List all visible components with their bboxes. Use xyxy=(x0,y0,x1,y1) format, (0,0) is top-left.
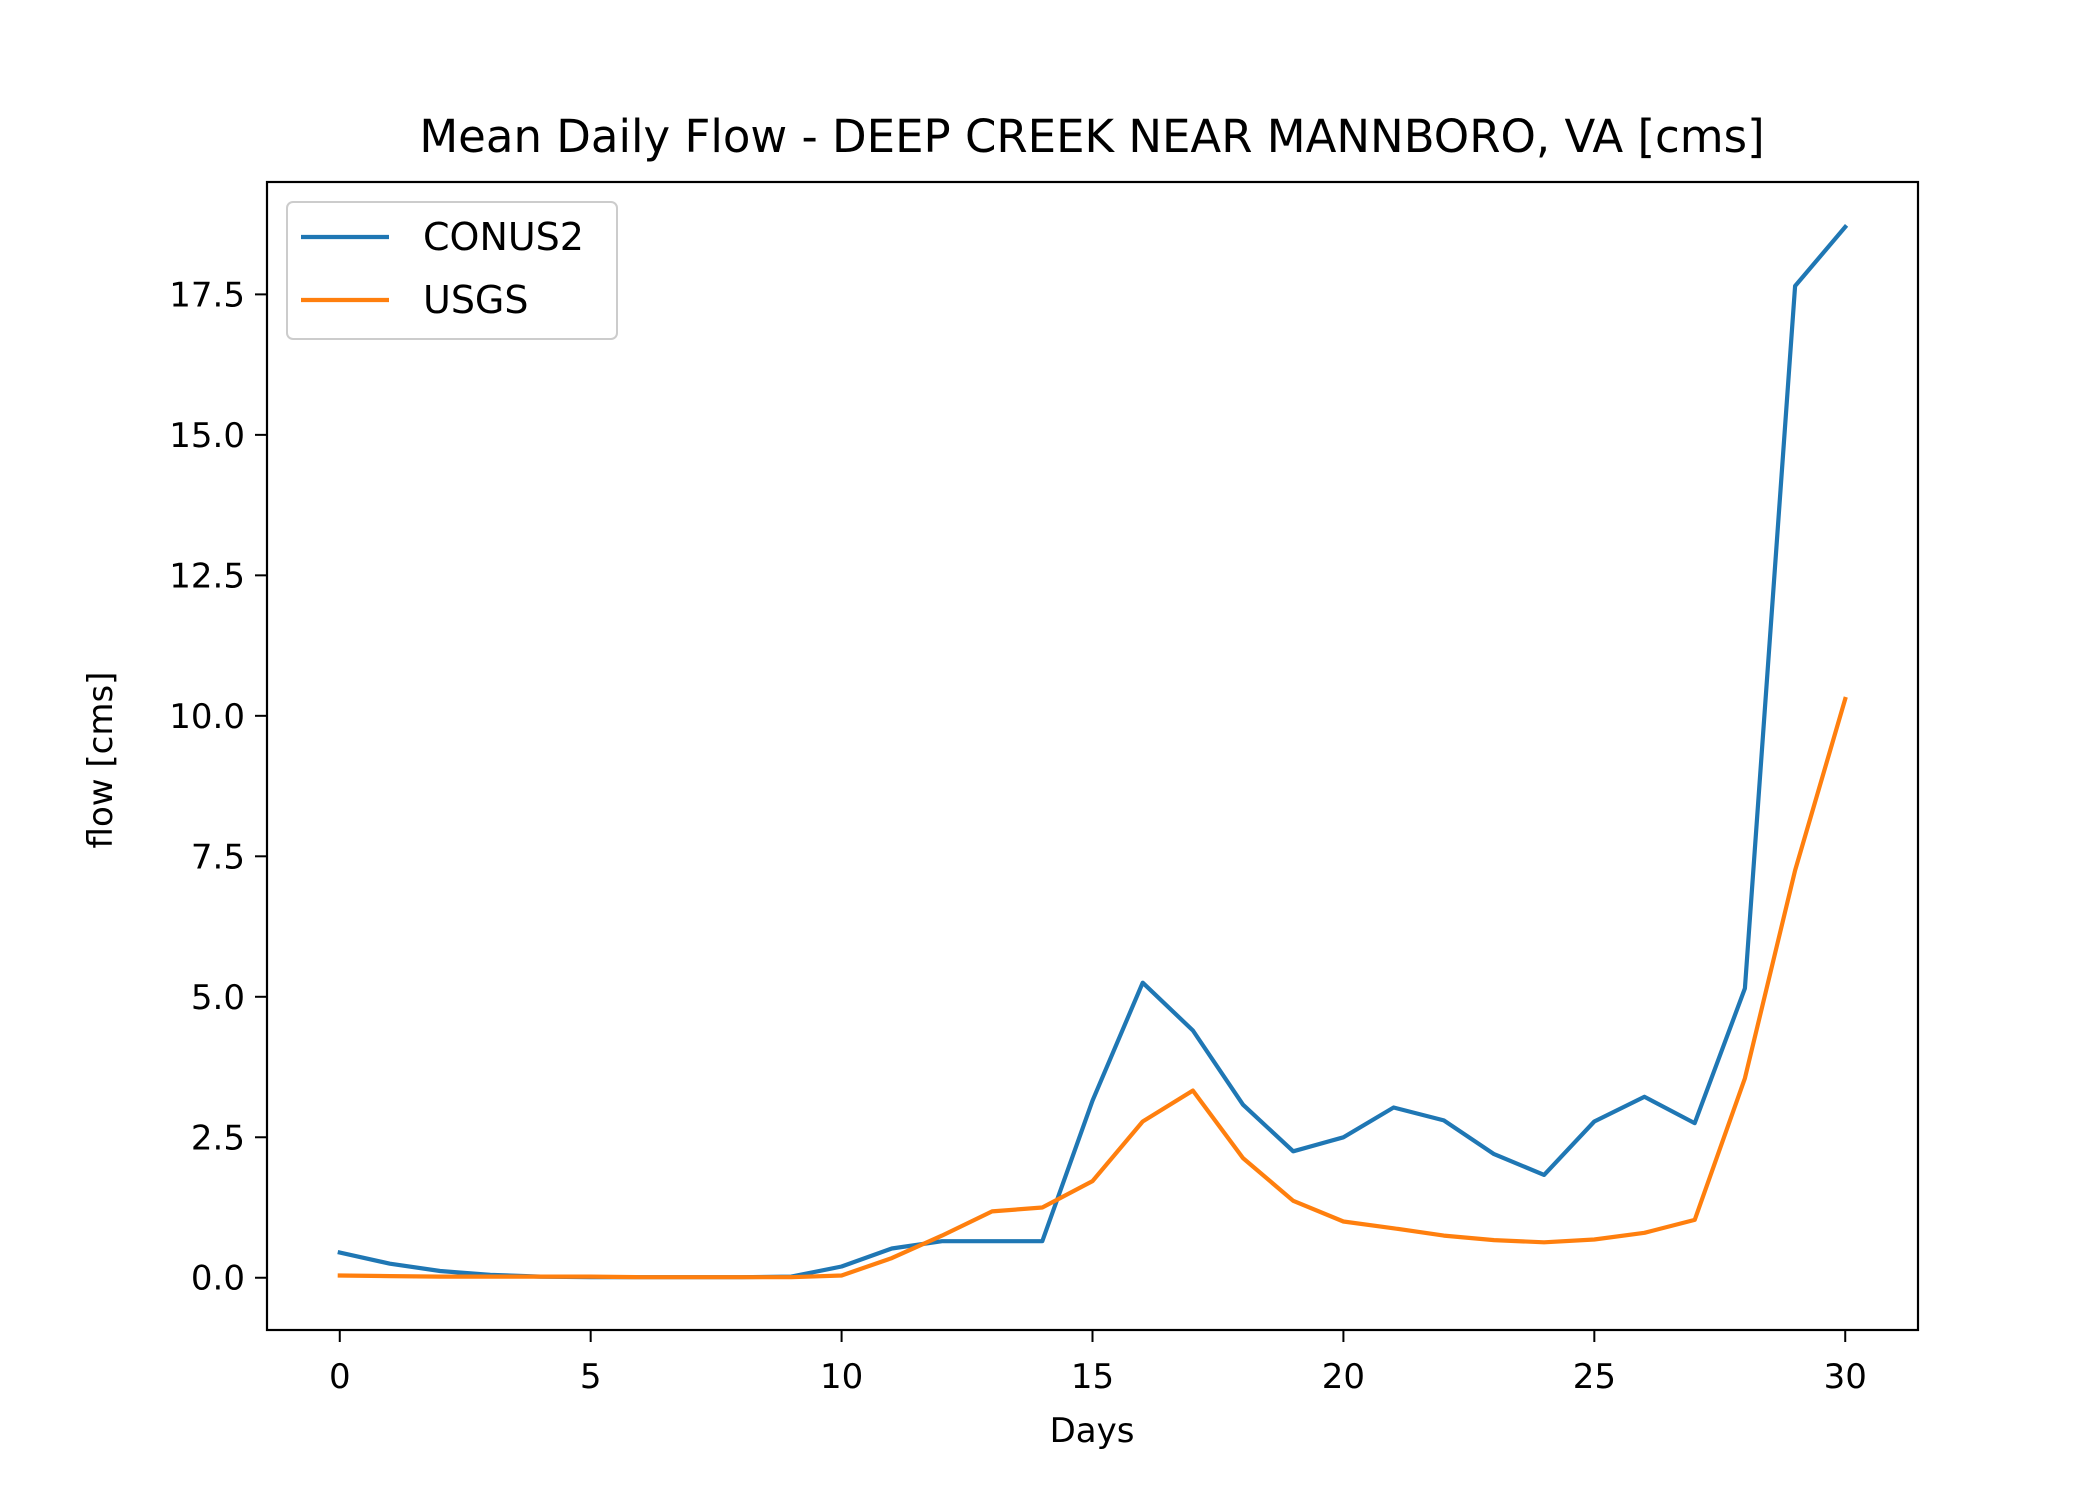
y-tick-label: 12.5 xyxy=(169,556,245,596)
x-tick-label: 25 xyxy=(1573,1357,1616,1397)
y-tick-label: 2.5 xyxy=(191,1118,245,1158)
x-tick-label: 10 xyxy=(820,1357,863,1397)
x-tick-label: 30 xyxy=(1824,1357,1867,1397)
axes: 0 5 10 15 20 25 30 0.0 2.5 5.0 7.5 10.0 12.5 15.0 17.5 xyxy=(169,180,1920,1397)
y-tick-label: 15.0 xyxy=(169,416,245,456)
legend-label-usgs: USGS xyxy=(423,278,529,322)
y-tick-label: 10.0 xyxy=(169,697,245,737)
plot-area xyxy=(337,224,1849,1280)
y-tick-label: 17.5 xyxy=(169,275,245,315)
y-tick-label: 7.5 xyxy=(191,837,245,877)
x-tick-label: 20 xyxy=(1322,1357,1365,1397)
x-tick-label: 15 xyxy=(1071,1357,1114,1397)
legend-label-conus2: CONUS2 xyxy=(423,215,584,259)
legend: CONUS2 USGS xyxy=(286,201,618,340)
x-tick-label: 0 xyxy=(329,1357,351,1397)
series-line-conus2 xyxy=(337,224,1849,1280)
series-line-usgs xyxy=(337,696,1848,1280)
x-axis-label: Days xyxy=(1050,1411,1135,1451)
chart-title: Mean Daily Flow - DEEP CREEK NEAR MANNBO… xyxy=(419,110,1764,163)
y-axis-label: flow [cms] xyxy=(81,672,121,849)
y-tick-label: 0.0 xyxy=(191,1259,245,1299)
y-tick-label: 5.0 xyxy=(191,978,245,1018)
plot-frame xyxy=(265,180,1920,1332)
x-tick-label: 5 xyxy=(580,1357,602,1397)
